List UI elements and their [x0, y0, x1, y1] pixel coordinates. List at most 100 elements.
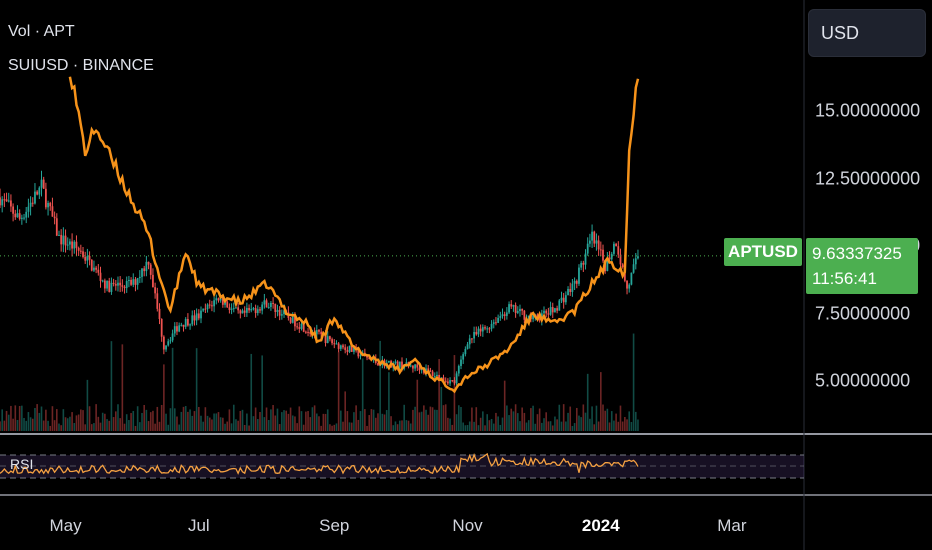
candle-body [171, 333, 174, 341]
candle-body [584, 253, 587, 265]
candle-body [130, 279, 132, 285]
volume-bar [5, 410, 8, 431]
compare-symbol-legend[interactable]: SUIUSD · BINANCE [8, 57, 154, 74]
candle-body [466, 344, 469, 350]
candle-body [551, 307, 554, 313]
candle-body [191, 315, 194, 325]
candle-body [617, 246, 620, 255]
candle-body [418, 367, 421, 371]
volume-bar [536, 414, 539, 431]
volume-bar [250, 353, 253, 431]
candle-body [523, 310, 526, 320]
candle-body [20, 217, 23, 219]
volume-bar [128, 420, 130, 431]
candle-body [532, 314, 534, 320]
volume-bar [396, 424, 399, 431]
candle-body [204, 308, 207, 310]
candle-body [510, 304, 513, 307]
candle-body [173, 326, 176, 334]
volume-bar [619, 405, 622, 431]
candle-body [29, 202, 32, 207]
last-price-tag: 9.63337325 11:56:41 [806, 238, 918, 294]
volume-bar [53, 420, 56, 431]
volume-bar [134, 425, 137, 431]
candle-body [283, 310, 285, 315]
candle-body [106, 280, 108, 289]
volume-bar [25, 420, 28, 431]
volume-bar [313, 405, 316, 431]
candle-body [7, 200, 10, 202]
candle-body [31, 202, 34, 204]
volume-bar [309, 417, 312, 431]
candle-body [202, 308, 205, 311]
volume-bar [621, 421, 624, 431]
candle-body [346, 350, 349, 352]
candle-body [429, 370, 432, 372]
volume-bar [366, 425, 368, 431]
volume-bar [224, 423, 226, 431]
candle-body [208, 304, 211, 306]
volume-bar [571, 425, 574, 431]
volume-bar [289, 407, 292, 431]
candle-body [232, 308, 235, 310]
candle-body [259, 309, 261, 311]
candle-body [256, 309, 259, 314]
candle-body [224, 301, 226, 305]
candle-body [499, 316, 502, 318]
candle-body [167, 341, 170, 346]
candle-body [449, 380, 451, 384]
volume-bar [514, 404, 517, 431]
candle-body [158, 308, 161, 320]
volume-bar [160, 404, 163, 431]
volume-bar [613, 420, 615, 431]
volume-bar [617, 421, 620, 431]
volume-bar [149, 412, 152, 431]
volume-bar [139, 422, 141, 431]
volume-bar [593, 424, 596, 431]
volume-bar [208, 417, 211, 431]
candle-body [215, 298, 218, 301]
volume-bar [562, 404, 565, 431]
candle-body [267, 306, 270, 308]
volume-bar [0, 421, 1, 431]
candle-body [189, 324, 191, 326]
currency-button[interactable]: USD [808, 9, 926, 57]
volume-bar [530, 408, 532, 431]
candle-body [634, 258, 637, 265]
volume-bar [283, 410, 285, 431]
compare-series-line [68, 76, 640, 394]
volume-bar [525, 422, 528, 431]
volume-bar [226, 421, 229, 431]
candle-body [147, 261, 150, 265]
candle-body [455, 373, 458, 384]
candle-body [132, 279, 135, 285]
candle-body [453, 380, 456, 384]
volume-bar [460, 406, 462, 431]
volume-bar [147, 421, 150, 431]
candle-body [274, 303, 277, 313]
rsi-label[interactable]: RSI [10, 456, 34, 472]
volume-bar [232, 404, 235, 431]
volume-legend[interactable]: Vol · APT [8, 23, 75, 40]
candle-body [471, 338, 473, 340]
candle-body [219, 297, 222, 301]
volume-bar [10, 405, 12, 431]
candle-body [586, 243, 589, 254]
volume-bar [163, 364, 165, 431]
candle-body [307, 331, 309, 333]
volume-bar [71, 412, 73, 431]
candle-body [486, 328, 489, 330]
volume-bar [219, 417, 222, 431]
candle-body [512, 305, 515, 307]
volume-bar [466, 425, 469, 431]
candle-body [578, 267, 580, 284]
candle-body [34, 191, 36, 204]
volume-bar [237, 420, 239, 431]
symbol-tag: APTUSD [724, 238, 802, 266]
volume-bar [243, 424, 246, 431]
candle-body [69, 241, 71, 245]
volume-bar [21, 405, 23, 431]
volume-bar [56, 409, 58, 431]
volume-bar [16, 419, 19, 431]
